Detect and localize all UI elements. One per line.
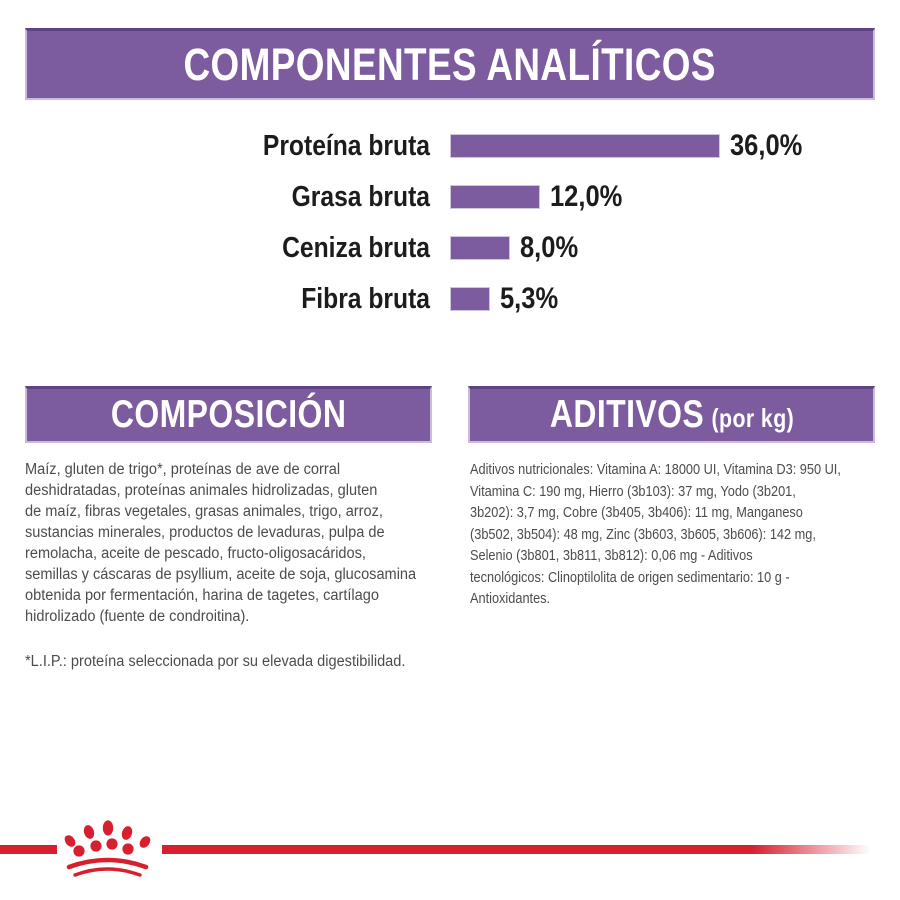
- chart-value: 8,0%: [520, 231, 579, 264]
- chart-value: 36,0%: [730, 129, 803, 162]
- chart-value: 12,0%: [550, 180, 623, 213]
- composition-title: COMPOSICIÓN: [110, 393, 347, 436]
- additives-title-group: ADITIVOS (por kg): [549, 393, 793, 437]
- chart-bar: [450, 185, 540, 209]
- brand-stripe-left: [0, 845, 57, 854]
- chart-bar: [450, 287, 490, 311]
- chart-value: 5,3%: [499, 282, 558, 315]
- additives-title-suffix: (por kg): [711, 403, 794, 433]
- chart-bar: [450, 134, 720, 158]
- chart-row-fibre: Fibra bruta 5,3%: [25, 282, 568, 315]
- chart-bar: [450, 236, 510, 260]
- chart-row-protein: Proteína bruta 36,0%: [25, 129, 815, 162]
- royal-canin-crown-icon: [64, 820, 151, 877]
- chart-label: Ceniza bruta: [282, 231, 430, 264]
- analytical-components-title: COMPONENTES ANALÍTICOS: [183, 38, 717, 90]
- chart-label: Grasa bruta: [291, 180, 430, 213]
- analytical-components-header: COMPONENTES ANALÍTICOS: [25, 28, 875, 100]
- additives-header: ADITIVOS (por kg): [468, 386, 875, 443]
- composition-header: COMPOSICIÓN: [25, 386, 432, 443]
- brand-stripe-right: [162, 845, 900, 854]
- chart-label: Proteína bruta: [262, 129, 430, 162]
- additives-body-text: Aditivos nutricionales: Vitamina A: 1800…: [470, 461, 841, 607]
- chart-row-ash: Ceniza bruta 8,0%: [25, 231, 588, 264]
- composition-footnote: *L.I.P.: proteína seleccionada por su el…: [25, 653, 406, 670]
- additives-title: ADITIVOS: [549, 393, 704, 436]
- chart-row-fat: Grasa bruta 12,0%: [25, 180, 635, 213]
- composition-body-text: Maíz, gluten de trigo*, proteínas de ave…: [25, 461, 417, 625]
- chart-label: Fibra bruta: [301, 282, 430, 315]
